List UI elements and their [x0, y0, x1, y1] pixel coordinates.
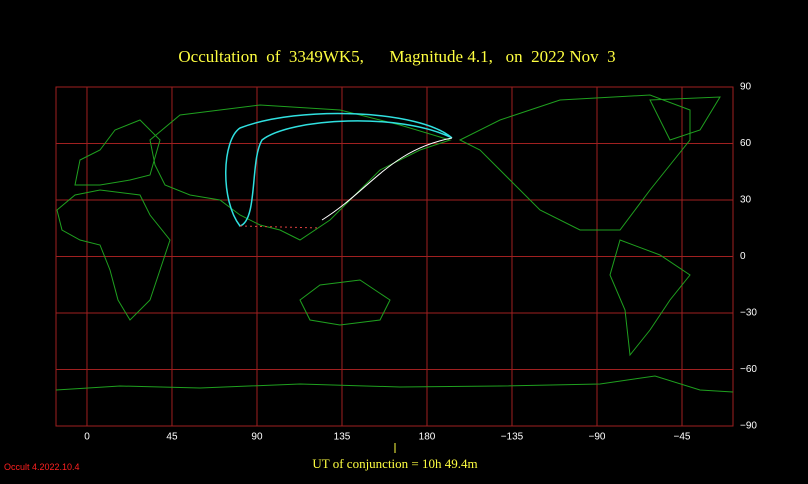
asia [149, 104, 452, 241]
europe [74, 119, 161, 186]
south-america [609, 239, 691, 357]
y-tick-label: 30 [740, 195, 752, 206]
dashed-limit [239, 225, 321, 229]
occultation-path [225, 112, 453, 229]
x-tick-label: 90 [251, 432, 263, 443]
version-label: Occult 4.2022.10.4 [4, 462, 80, 472]
x-tick-label: −90 [589, 432, 606, 443]
map-title: Occultation of 3349WK5, Magnitude 4.1, o… [178, 47, 615, 66]
x-tick-label: 45 [166, 432, 178, 443]
y-tick-label: −90 [740, 421, 757, 432]
north-america [458, 94, 691, 231]
x-tick-label: −135 [501, 432, 524, 443]
shadow-limits [225, 112, 453, 227]
y-tick-label: −60 [740, 364, 757, 375]
australia [299, 279, 391, 326]
y-tick-label: 60 [740, 138, 752, 149]
center-line [321, 137, 453, 221]
africa [56, 189, 171, 321]
coastlines [55, 94, 734, 393]
y-tick-label: 90 [740, 82, 752, 93]
x-tick-label: 0 [84, 432, 90, 443]
greenland [649, 96, 721, 141]
y-tick-label: 0 [740, 251, 746, 262]
conjunction-label: UT of conjunction = 10h 49.4m [312, 456, 477, 471]
y-tick-label: −30 [740, 308, 757, 319]
x-tick-label: −45 [674, 432, 691, 443]
x-tick-label: 135 [334, 432, 351, 443]
x-tick-label: 180 [419, 432, 436, 443]
antarctica [55, 375, 734, 393]
